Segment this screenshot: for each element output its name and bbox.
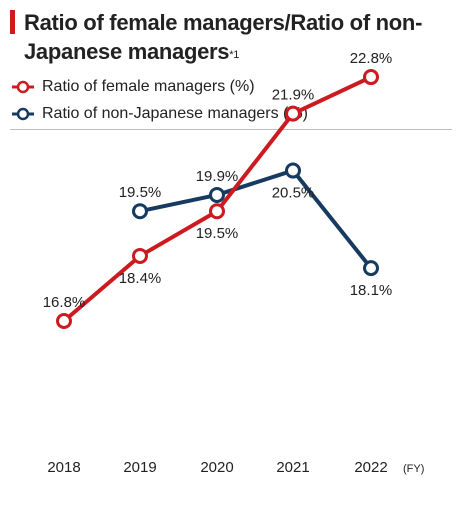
data-point-female-2019 (132, 247, 148, 264)
legend: Ratio of female managers (%) Ratio of no… (12, 76, 308, 130)
x-tick-label-2021: 2021 (276, 459, 309, 476)
title-accent-bar (10, 10, 15, 34)
x-tick-label-2022: 2022 (354, 459, 387, 476)
data-point-female-2022 (363, 69, 379, 86)
x-axis-unit: (FY) (403, 463, 424, 475)
legend-marker-non-japanese-icon (12, 107, 34, 121)
legend-item-female: Ratio of female managers (%) (12, 76, 308, 98)
data-point-female-2018 (56, 313, 72, 329)
data-point-female-2020 (209, 203, 225, 220)
data-label-non-japanese-2020: 19.9% (196, 168, 239, 185)
data-label-female-2018: 16.8% (43, 294, 86, 311)
legend-label-female: Ratio of female managers (%) (42, 78, 255, 95)
data-label-female-2019: 18.4% (119, 270, 162, 287)
data-label-female-2020: 19.5% (196, 225, 239, 242)
data-label-female-2021: 21.9% (272, 87, 315, 104)
data-point-non-japanese-2022 (363, 260, 379, 277)
chart-title: Ratio of female managers/Ratio of non-Ja… (24, 10, 423, 64)
series-line-non-japanese (139, 168, 373, 270)
footnote-marker: *1 (229, 49, 240, 61)
data-label-female-2022: 22.8% (350, 50, 393, 67)
x-tick-label-2019: 2019 (123, 459, 156, 476)
legend-label-non-japanese: Ratio of non-Japanese managers (%) (42, 105, 308, 122)
data-label-non-japanese-2019: 19.5% (119, 184, 162, 201)
data-point-non-japanese-2020 (209, 186, 225, 203)
data-point-female-2021 (285, 105, 301, 122)
legend-item-non-japanese: Ratio of non-Japanese managers (%) (12, 103, 308, 125)
chart-title-block: Ratio of female managers/Ratio of non-Ja… (10, 8, 450, 66)
x-tick-label-2018: 2018 (47, 459, 80, 476)
legend-marker-female-icon (12, 80, 34, 94)
data-label-non-japanese-2022: 18.1% (350, 282, 393, 299)
x-tick-label-2020: 2020 (200, 459, 233, 476)
header-divider (10, 129, 452, 130)
data-label-non-japanese-2021: 20.5% (272, 185, 315, 202)
data-point-non-japanese-2021 (285, 162, 301, 179)
data-point-non-japanese-2019 (132, 203, 148, 220)
